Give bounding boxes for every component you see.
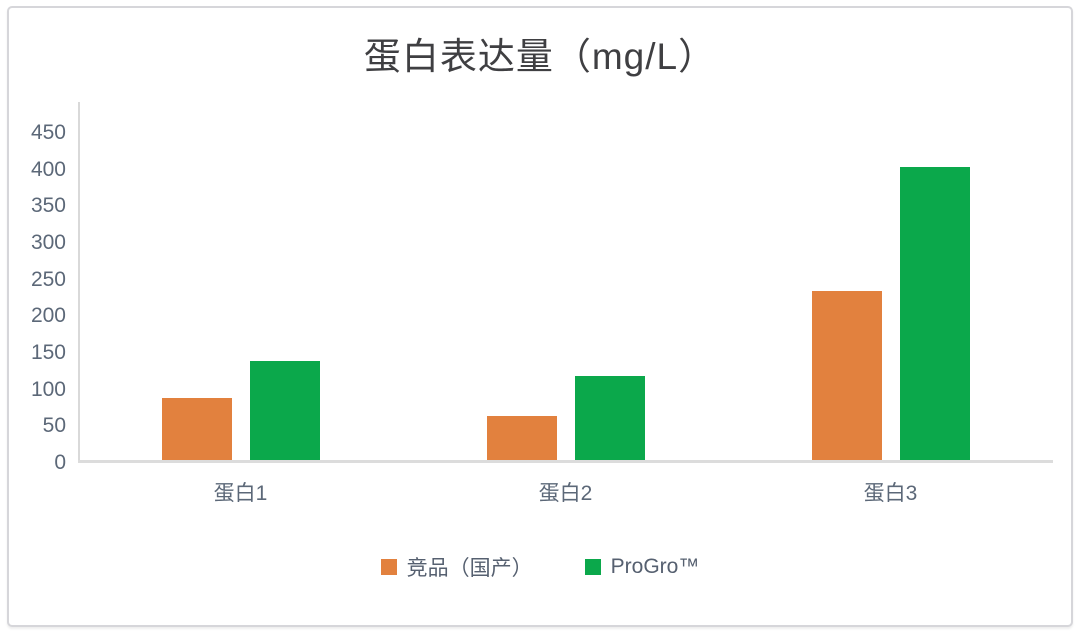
legend-item: ProGro™ — [584, 555, 700, 579]
y-tick-label: 400 — [30, 157, 66, 181]
legend-item: 竞品（国产） — [380, 552, 533, 582]
bar — [486, 416, 557, 460]
category-group — [728, 100, 1053, 460]
chart-card-border — [7, 6, 1073, 627]
x-axis-category-labels: 蛋白1 蛋白2 蛋白3 — [78, 477, 1053, 507]
y-axis-tick-labels: 0 50 100 150 200 250 300 350 400 450 — [0, 0, 66, 634]
legend-label: ProGro™ — [610, 555, 700, 578]
y-tick-label: 0 — [54, 451, 66, 474]
legend-label: 竞品（国产） — [406, 557, 533, 580]
category-label: 蛋白1 — [213, 482, 268, 505]
y-tick-label: 450 — [30, 121, 66, 144]
y-tick-label: 100 — [30, 377, 66, 401]
chart-title: 蛋白表达量（mg/L） — [363, 36, 717, 77]
bar — [574, 376, 645, 460]
bar — [899, 167, 970, 460]
plot-area — [78, 100, 1053, 460]
y-tick-label: 250 — [30, 267, 66, 291]
y-axis-line — [78, 102, 80, 462]
y-tick-label: 150 — [30, 341, 66, 364]
x-axis-line — [78, 460, 1053, 463]
category-label: 蛋白3 — [863, 482, 918, 505]
y-tick-label: 350 — [30, 194, 66, 218]
category-group — [78, 100, 403, 460]
category-label: 蛋白2 — [538, 482, 593, 505]
bar — [249, 361, 320, 460]
chart-legend: 竞品（国产） ProGro™ — [0, 552, 1080, 582]
category-group — [403, 100, 728, 460]
y-tick-label: 200 — [30, 304, 66, 328]
legend-swatch — [584, 559, 601, 575]
legend-swatch — [380, 559, 397, 575]
y-tick-label: 300 — [30, 231, 66, 254]
y-tick-label: 50 — [42, 414, 66, 438]
bar — [811, 291, 882, 460]
bar — [161, 398, 232, 460]
